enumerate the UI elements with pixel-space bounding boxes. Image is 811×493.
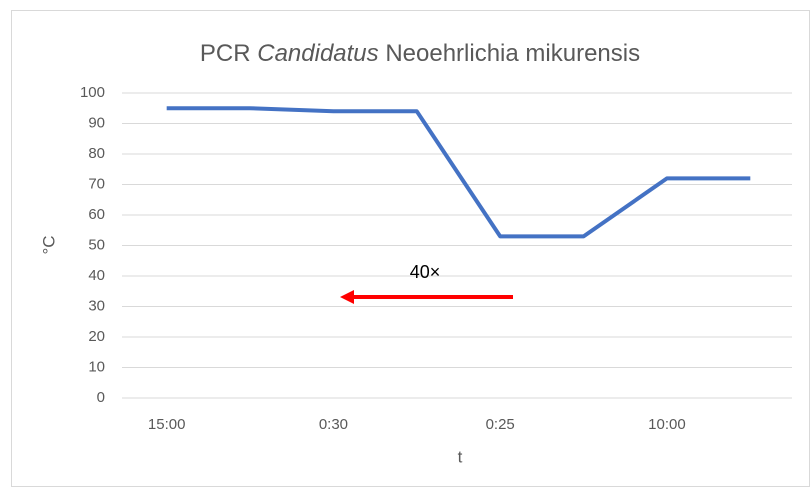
data-line — [166, 106, 751, 239]
chart-border — [11, 10, 810, 487]
y-tick-label: 100 — [80, 84, 105, 101]
x-tick-label: 0:30 — [319, 416, 348, 433]
y-tick-label: 0 — [97, 389, 105, 406]
annotation: 40× — [410, 262, 441, 282]
y-tick-label: 30 — [88, 297, 105, 314]
chart-title: PCR Candidatus Neoehrlichia mikurensis — [200, 40, 640, 67]
x-axis-label: t — [458, 447, 463, 466]
title-italic: Candidatus — [257, 40, 378, 67]
y-axis-label: °C — [39, 235, 58, 254]
y-tick-label: 90 — [88, 114, 105, 131]
x-tick-label: 15:00 — [148, 416, 186, 433]
y-tick-label: 80 — [88, 145, 105, 162]
y-tick-label: 60 — [88, 206, 105, 223]
red-arrow — [340, 290, 513, 304]
title-part: Neoehrlichia mikurensis — [385, 40, 640, 67]
title-part: PCR — [200, 40, 251, 67]
x-tick-label: 0:25 — [486, 416, 515, 433]
y-tick-label: 10 — [88, 358, 105, 375]
x-tick-label: 10:00 — [648, 416, 686, 433]
y-tick-label: 20 — [88, 328, 105, 345]
y-tick-label: 70 — [88, 175, 105, 192]
y-tick-label: 40 — [88, 267, 105, 284]
y-tick-label: 50 — [88, 236, 105, 253]
